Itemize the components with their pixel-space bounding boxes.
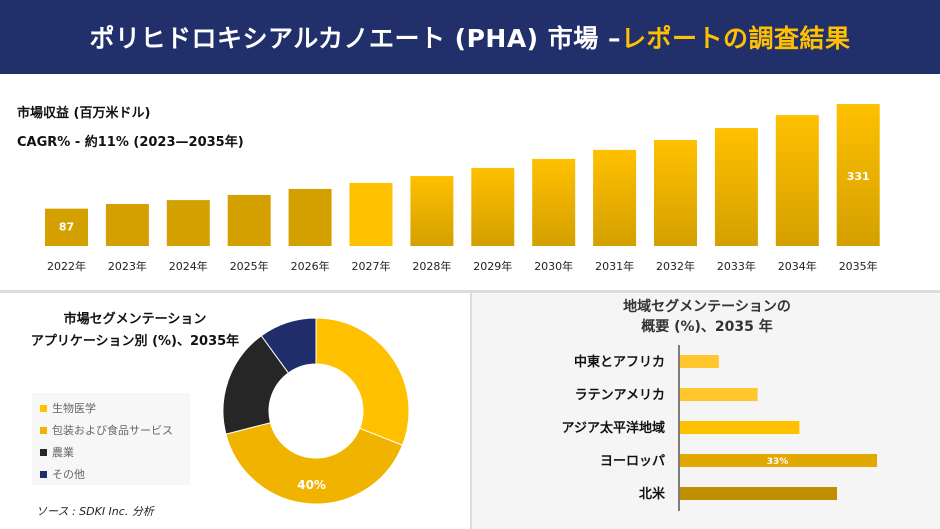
pie-legend: 生物医学包装および食品サービス 農業その他 xyxy=(32,393,190,485)
legend-label: 包装および食品サービス xyxy=(52,424,173,437)
legend-item: 農業 xyxy=(40,441,182,463)
bar-2032年 xyxy=(654,140,697,246)
x-tick-label: 2027年 xyxy=(352,259,391,273)
source-note: ソース : SDKI Inc. 分析 xyxy=(36,505,154,518)
application-donut-chart: 40% xyxy=(222,317,410,505)
bar-2024年 xyxy=(166,200,210,246)
x-tick-label: 2030年 xyxy=(534,259,573,273)
x-tick-label: 2033年 xyxy=(717,259,756,273)
bar-北米 xyxy=(680,487,838,500)
bar-2023年 xyxy=(105,203,149,246)
bar-2026年 xyxy=(288,188,332,246)
bar-2029年 xyxy=(471,167,515,246)
revenue-chart-panel: 市場収益 (百万米ドル) CAGR% - 約11% (2023—2035年) 2… xyxy=(0,74,940,290)
header-banner: ポリヒドロキシアルカノエート (PHA) 市場 – レポートの調査結果 xyxy=(0,0,940,74)
bar-中東とアフリカ xyxy=(680,355,719,368)
divider xyxy=(0,290,940,293)
x-tick-label: 2032年 xyxy=(656,259,695,273)
legend-label: 農業 xyxy=(52,446,74,459)
legend-item: 生物医学 xyxy=(40,397,182,419)
bar-2035年 xyxy=(836,104,880,246)
legend-swatch xyxy=(40,426,47,434)
region-segment-panel: 地域セグメンテーションの 概要 (%)、2035 年 中東とアフリカ ラテンアメリ… xyxy=(470,293,940,529)
x-tick-label: 2031年 xyxy=(595,259,634,273)
data-label: 87 xyxy=(59,221,74,234)
bar-2034年 xyxy=(775,115,819,246)
legend-label: その他 xyxy=(52,468,85,481)
bar-ラテンアメリカ xyxy=(680,388,758,401)
x-tick-label: 2024年 xyxy=(169,259,208,273)
cagr-label: CAGR% - 約11% (2023—2035年) xyxy=(17,135,244,150)
legend-swatch xyxy=(40,404,47,412)
bar-2033年 xyxy=(714,128,758,246)
x-tick-label: 2023年 xyxy=(108,259,147,273)
category-label: ラテンアメリカ xyxy=(575,388,665,403)
legend-label: 生物医学 xyxy=(52,402,96,415)
bar-ヨーロッパ xyxy=(680,454,878,467)
bar-2028年 xyxy=(410,176,454,246)
x-tick-label: 2025年 xyxy=(230,259,269,273)
donut-slice-1 xyxy=(225,422,404,505)
application-segment-panel: 市場セグメンテーション アプリケーション別 (%)、2035年 40% xyxy=(0,293,470,529)
x-tick-label: 2034年 xyxy=(778,259,817,273)
bar-2025年 xyxy=(227,194,271,246)
bar-2031年 xyxy=(593,149,637,246)
revenue-label: 市場収益 (百万米ドル) xyxy=(17,106,151,121)
bar-2027年 xyxy=(349,182,393,246)
title-accent: レポートの調査結果 xyxy=(621,24,851,53)
legend-swatch xyxy=(40,470,47,478)
x-tick-label: 2029年 xyxy=(473,259,512,273)
data-label: 33% xyxy=(767,457,789,467)
bar-アジア太平洋地域 xyxy=(680,421,800,434)
category-label: 中東とアフリカ xyxy=(574,354,665,370)
pie-title: 市場セグメンテーション アプリケーション別 (%)、2035年 xyxy=(30,312,240,349)
legend-item: その他 xyxy=(40,463,182,485)
donut-slice-0 xyxy=(315,317,410,446)
data-label: 331 xyxy=(847,170,870,183)
x-tick-label: 2026年 xyxy=(291,259,330,273)
x-tick-label: 2035年 xyxy=(839,259,878,273)
region-title: 地域セグメンテーションの 概要 (%)、2035 年 xyxy=(623,299,791,335)
x-tick-label: 2028年 xyxy=(412,259,451,273)
x-tick-label: 2022年 xyxy=(47,259,86,273)
legend-item: 包装および食品サービス xyxy=(40,419,182,441)
category-label: 北米 xyxy=(639,486,666,502)
legend-swatch xyxy=(40,448,47,456)
revenue-bar-chart: 2022年 87 2023年 2024年 2025年 2026年 2027年 2028年 202… xyxy=(45,104,880,273)
slice-label: 40% xyxy=(297,478,326,492)
bar-2022年 xyxy=(45,208,88,246)
bar-2030年 xyxy=(532,158,576,246)
title-main: ポリヒドロキシアルカノエート (PHA) 市場 – xyxy=(89,24,622,53)
category-label: ヨーロッパ xyxy=(600,454,665,469)
donut-slice-3 xyxy=(260,317,317,374)
category-label: アジア太平洋地域 xyxy=(562,420,665,436)
